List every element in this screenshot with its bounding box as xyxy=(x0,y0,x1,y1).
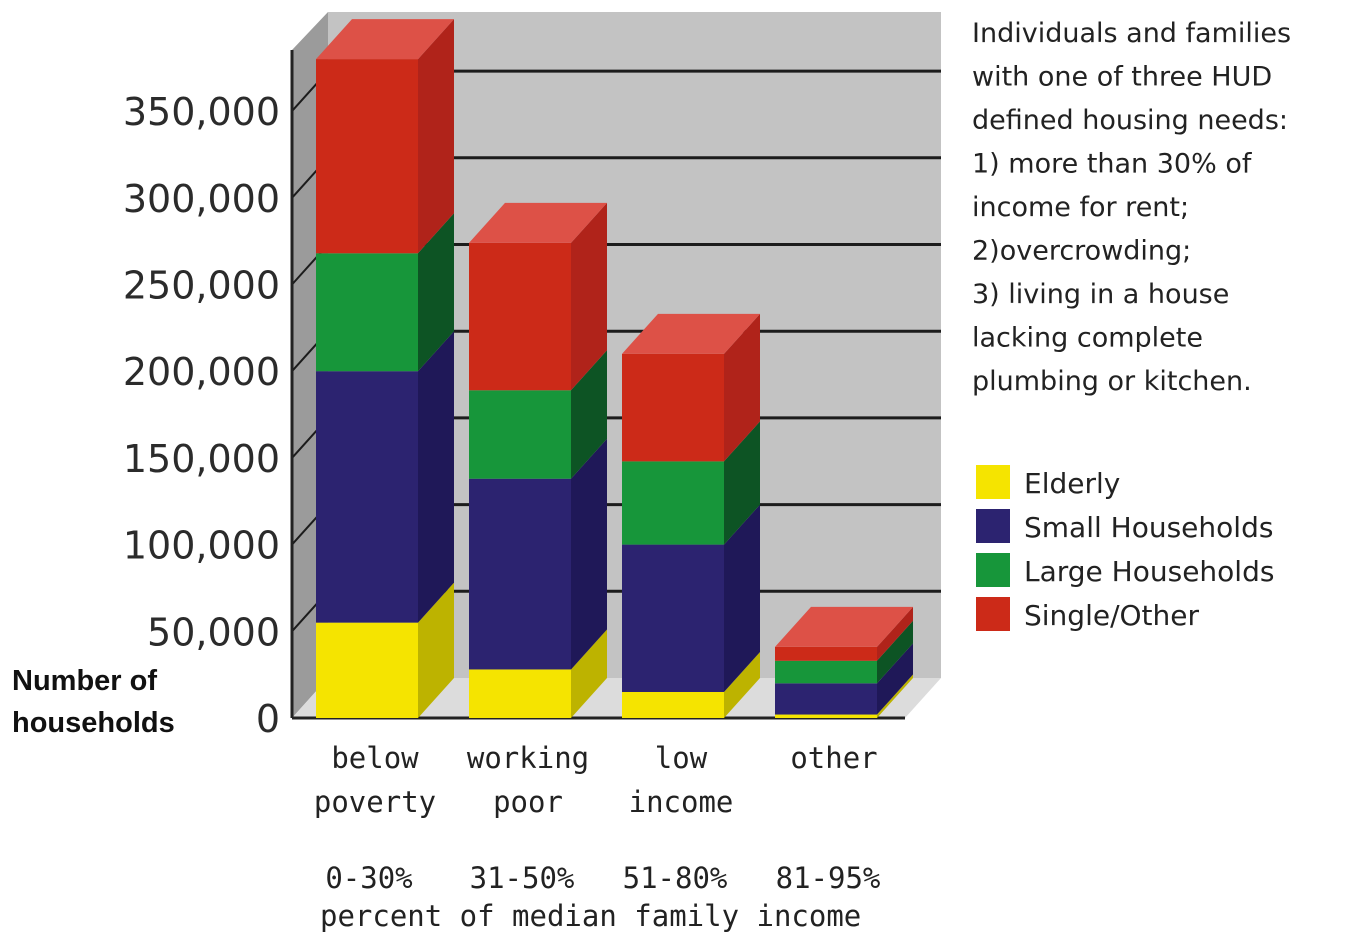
bar-side xyxy=(571,202,607,391)
bar-side xyxy=(571,629,607,718)
bar-front xyxy=(775,646,877,661)
x-axis-title: percent of median family income xyxy=(320,899,861,933)
bar-side xyxy=(418,213,454,372)
y-tick-label: 50,000 xyxy=(147,610,280,654)
bar-side xyxy=(877,606,913,661)
x-category-label: other xyxy=(790,741,877,775)
bar-front xyxy=(775,683,877,715)
bar-top xyxy=(469,202,607,243)
y-tick-label: 150,000 xyxy=(123,437,280,481)
bar-side xyxy=(724,504,760,692)
y-tick-label: 200,000 xyxy=(123,350,280,394)
bar-segment xyxy=(622,313,760,462)
note-line: Individuals and families xyxy=(972,18,1291,49)
bar-segment xyxy=(316,213,454,372)
bar-side xyxy=(724,421,760,545)
note-line: plumbing or kitchen. xyxy=(972,366,1252,397)
y-tick-label: 300,000 xyxy=(123,177,280,221)
y-axis-label-line-2: households xyxy=(12,707,175,739)
x-income-range-label: 51-80% xyxy=(623,861,728,895)
bar-segment xyxy=(622,651,760,718)
y-tick-label: 100,000 xyxy=(123,524,280,568)
x-category-label: poor xyxy=(493,785,563,819)
bar-side xyxy=(724,651,760,718)
note-line: income for rent; xyxy=(972,192,1189,223)
bar-top xyxy=(316,19,454,60)
bar-front xyxy=(622,691,724,718)
legend-swatch xyxy=(976,553,1010,587)
legend-label: Single/Other xyxy=(1024,599,1200,632)
bar-front xyxy=(775,660,877,684)
note-line: 1) more than 30% of xyxy=(972,149,1253,180)
chart-note: Individuals and families with one of thre… xyxy=(972,18,1291,397)
note-line: defined housing needs: xyxy=(972,105,1288,136)
bar-front xyxy=(316,59,418,254)
bar-side xyxy=(877,643,913,715)
bar-side xyxy=(877,674,913,718)
y-axis-ticks: 0 50,000 100,000 150,000 200,000 250,000 300,0… xyxy=(123,90,280,741)
bar-side xyxy=(418,582,454,718)
x-income-range-label: 0-30% xyxy=(325,861,412,895)
x-category-label: below xyxy=(331,741,419,775)
bar-front xyxy=(469,242,571,391)
x-category-label: poverty xyxy=(314,785,436,819)
bar-segment xyxy=(622,504,760,692)
bar-segment xyxy=(775,620,913,684)
bar-side xyxy=(571,438,607,670)
legend-label: Elderly xyxy=(1024,467,1120,500)
bar-side xyxy=(877,620,913,684)
x-category-label: working xyxy=(467,741,589,775)
note-line: 3) living in a house xyxy=(972,279,1229,310)
bar-segment xyxy=(775,674,913,718)
legend-swatch xyxy=(976,465,1010,499)
legend-label: Small Households xyxy=(1024,511,1273,544)
bar-front xyxy=(775,714,877,718)
y-tick-label: 350,000 xyxy=(123,90,280,134)
legend-swatch xyxy=(976,509,1010,543)
bar-front xyxy=(469,478,571,670)
x-category-label: income xyxy=(629,785,734,819)
bar-segment xyxy=(775,606,913,661)
bar-side xyxy=(418,331,454,623)
note-line: 2)overcrowding; xyxy=(972,236,1191,267)
bar-side xyxy=(571,350,607,479)
bar-front xyxy=(622,353,724,462)
bar-side xyxy=(724,313,760,462)
bar-segment xyxy=(469,202,607,391)
bar-top xyxy=(622,313,760,354)
note-line: lacking complete xyxy=(972,323,1203,354)
bar-front xyxy=(469,390,571,479)
bar-segment xyxy=(316,582,454,718)
legend: Elderly Small Households Large Households S… xyxy=(976,465,1274,632)
legend-swatch xyxy=(976,597,1010,631)
bar-segment xyxy=(316,19,454,254)
bar-front xyxy=(316,371,418,623)
bar-front xyxy=(469,669,571,718)
bar-segment xyxy=(316,331,454,623)
note-line: with one of three HUD xyxy=(972,62,1272,93)
bar-top xyxy=(775,606,913,647)
bar-segment xyxy=(775,643,913,715)
y-tick-label: 0 xyxy=(256,697,280,741)
bar-segment xyxy=(469,629,607,718)
bar-segment xyxy=(622,421,760,545)
y-tick-label: 250,000 xyxy=(123,264,280,308)
bar-segment xyxy=(469,350,607,479)
x-income-range-label: 31-50% xyxy=(470,861,575,895)
bars xyxy=(316,19,913,718)
bar-front xyxy=(622,461,724,545)
x-axis-labels: below poverty 0-30% working poor 31-50% low inc… xyxy=(314,741,880,895)
bar-front xyxy=(622,544,724,692)
bar-front xyxy=(316,622,418,718)
bar-side xyxy=(418,19,454,254)
x-income-range-label: 81-95% xyxy=(776,861,881,895)
bar-segment xyxy=(469,438,607,670)
bar-front xyxy=(316,253,418,372)
x-category-label: low xyxy=(655,741,708,775)
y-axis-label-line-1: Number of xyxy=(12,665,157,697)
legend-label: Large Households xyxy=(1024,555,1274,588)
